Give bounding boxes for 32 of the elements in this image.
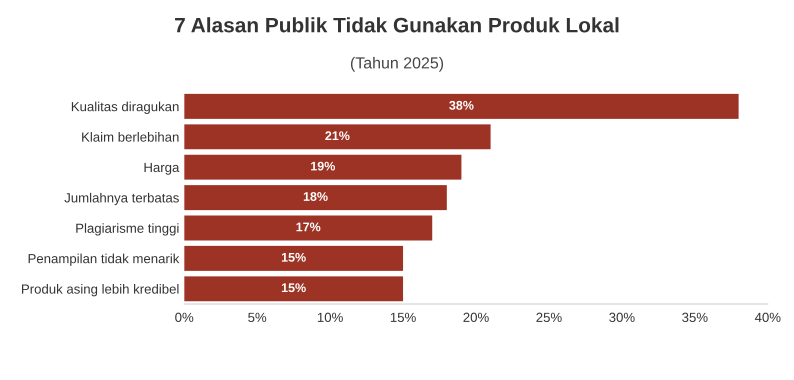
y-tick-label: Plagiarisme tinggi [76, 223, 178, 236]
bar [184, 94, 739, 119]
data-label: 15% [282, 283, 306, 292]
data-label: 17% [296, 222, 320, 232]
bar [184, 185, 447, 210]
x-tick-label: 5% [248, 312, 266, 322]
y-tick-label: Harga [144, 162, 180, 175]
y-tick-label: Jumlahnya terbatas [64, 192, 179, 206]
data-label: 18% [304, 192, 328, 201]
bar [184, 216, 432, 240]
x-tick-label: 35% [682, 312, 708, 322]
x-tick-label: 40% [754, 312, 781, 322]
bar [184, 246, 404, 271]
y-tick-label: Penampilan tidak menarik [28, 254, 180, 266]
x-tick-label: 25% [536, 312, 562, 322]
bar [184, 154, 462, 180]
chart-title: 7 Alasan Publik Tidak Gunakan Produk Lokal [175, 17, 618, 33]
data-label: 21% [325, 131, 350, 140]
y-tick-label: Produk asing lebih kredibel [22, 284, 178, 296]
chart-subtitle: (Tahun 2025) [350, 56, 444, 72]
x-tick-label: 10% [318, 312, 343, 322]
bar [184, 276, 404, 302]
data-label: 15% [282, 252, 306, 262]
data-label: 38% [449, 100, 474, 110]
x-tick-label: 0% [175, 312, 194, 322]
data-label: 19% [311, 162, 335, 171]
x-tick-label: 15% [390, 312, 416, 322]
x-tick-label: 20% [463, 312, 489, 322]
x-tick-label: 30% [609, 312, 635, 322]
y-tick-label: Kualitas diragukan [72, 102, 178, 114]
bar [184, 124, 491, 150]
y-tick-label: Klaim berlebihan [82, 132, 178, 142]
